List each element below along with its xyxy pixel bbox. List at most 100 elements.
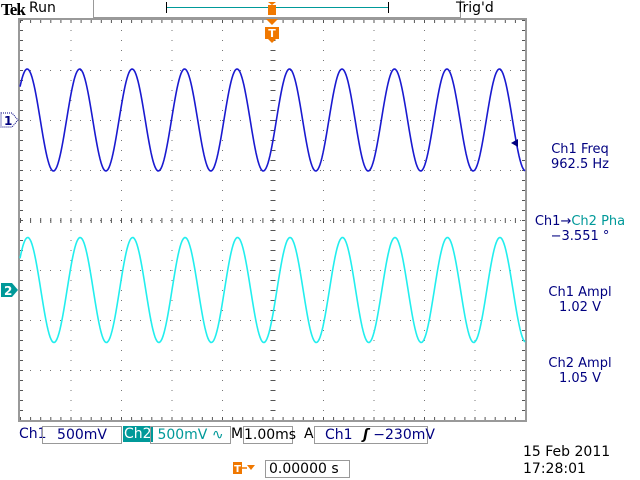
grid-dot xyxy=(210,320,211,321)
edge-tick xyxy=(161,20,163,23)
edge-tick xyxy=(272,417,274,420)
grid-dot xyxy=(480,220,481,221)
edge-tick xyxy=(20,220,23,221)
grid-dot xyxy=(171,50,173,51)
grid-dot xyxy=(280,70,281,71)
ch1-label[interactable]: Ch1 xyxy=(19,426,47,442)
grid-dot xyxy=(150,270,151,271)
ch2-scale[interactable]: 500mV ∿ xyxy=(150,426,231,444)
center-tick xyxy=(270,210,276,211)
grid-dot xyxy=(480,320,481,321)
grid-dot xyxy=(170,220,171,221)
grid-dot xyxy=(474,100,476,101)
grid-dot xyxy=(370,320,371,321)
grid-dot xyxy=(480,170,481,171)
edge-tick xyxy=(302,417,304,420)
center-tick xyxy=(333,218,335,223)
grid-dot xyxy=(222,330,223,331)
ch1-scale[interactable]: 500mV xyxy=(42,426,122,444)
timebase-value[interactable]: 1.00ms xyxy=(243,426,297,444)
trigger-position-value[interactable]: 0.00000 s xyxy=(265,460,350,478)
grid-dot xyxy=(323,250,324,251)
grid-dot xyxy=(424,50,425,51)
grid-dot xyxy=(323,260,324,261)
grid-dot xyxy=(100,220,101,221)
grid-dot xyxy=(323,270,324,271)
center-tick xyxy=(270,300,276,301)
grid-dot xyxy=(171,400,173,401)
edge-tick xyxy=(464,20,466,23)
grid-dot xyxy=(120,170,121,171)
grid-dot xyxy=(250,170,251,171)
grid-dot xyxy=(424,390,425,391)
edge-tick xyxy=(60,20,62,23)
grid-dot xyxy=(430,320,431,321)
grid-dot xyxy=(121,150,122,151)
record-position-bar[interactable] xyxy=(166,2,389,13)
trigger-settings[interactable]: Ch1 ʃ −230mV xyxy=(314,426,435,444)
phase-value: −3.551 ° xyxy=(550,229,610,244)
grid-dot xyxy=(110,370,111,371)
trigger-status: Trig'd xyxy=(456,0,494,16)
edge-tick xyxy=(484,20,486,23)
edge-tick xyxy=(522,90,525,91)
center-tick xyxy=(270,160,276,161)
grid-dot xyxy=(373,120,375,121)
edge-tick xyxy=(403,20,405,23)
grid-dot xyxy=(70,70,71,71)
grid-dot xyxy=(290,220,291,221)
grid-dot xyxy=(171,70,173,71)
grid-dot xyxy=(180,170,181,171)
edge-tick xyxy=(90,417,92,420)
grid-dot xyxy=(430,70,431,71)
center-tick xyxy=(323,218,324,223)
grid-dot xyxy=(510,170,511,171)
ch2-label[interactable]: Ch2 xyxy=(123,426,153,442)
grid-dot xyxy=(171,40,173,41)
grid-dot xyxy=(520,220,521,221)
edge-tick xyxy=(393,20,395,23)
center-tick xyxy=(270,220,276,221)
grid-dot xyxy=(171,270,173,271)
grid-dot xyxy=(222,350,223,351)
trigger-position-marker[interactable] xyxy=(265,19,279,43)
grid-dot xyxy=(400,170,401,171)
grid-dot xyxy=(120,220,121,221)
center-tick xyxy=(270,70,276,71)
grid-dot xyxy=(360,220,361,221)
grid-dot xyxy=(70,400,72,401)
trigger-source: Ch1 xyxy=(325,427,353,443)
edge-tick xyxy=(522,350,525,351)
grid-dot xyxy=(340,170,341,171)
edge-tick xyxy=(20,310,23,311)
ch1-marker[interactable] xyxy=(0,112,19,128)
grid-dot xyxy=(373,310,375,311)
center-tick xyxy=(270,90,276,91)
center-tick xyxy=(270,80,276,81)
grid-dot xyxy=(424,260,425,261)
edge-tick xyxy=(522,30,525,31)
grid-dot xyxy=(373,340,375,341)
grid-dot xyxy=(222,120,223,121)
grid-dot xyxy=(310,370,311,371)
center-tick xyxy=(262,218,264,223)
grid-dot xyxy=(380,370,381,371)
grid-dot xyxy=(300,320,301,321)
center-tick xyxy=(434,218,436,223)
center-tick xyxy=(181,218,183,223)
edge-tick xyxy=(522,280,525,281)
edge-tick xyxy=(20,130,23,131)
edge-tick xyxy=(522,120,525,121)
grid-dot xyxy=(70,50,72,51)
grid-dot xyxy=(340,370,341,371)
grid-dot xyxy=(380,170,381,171)
grid-dot xyxy=(474,230,476,231)
ch2-marker[interactable] xyxy=(1,283,18,297)
grid-dot xyxy=(171,180,173,181)
trigger-level-arrow-icon[interactable] xyxy=(511,139,518,147)
grid-dot xyxy=(424,280,425,281)
grid-dot xyxy=(121,50,122,51)
grid-dot xyxy=(373,100,375,101)
grid-dot xyxy=(373,30,375,31)
edge-tick xyxy=(20,370,23,371)
